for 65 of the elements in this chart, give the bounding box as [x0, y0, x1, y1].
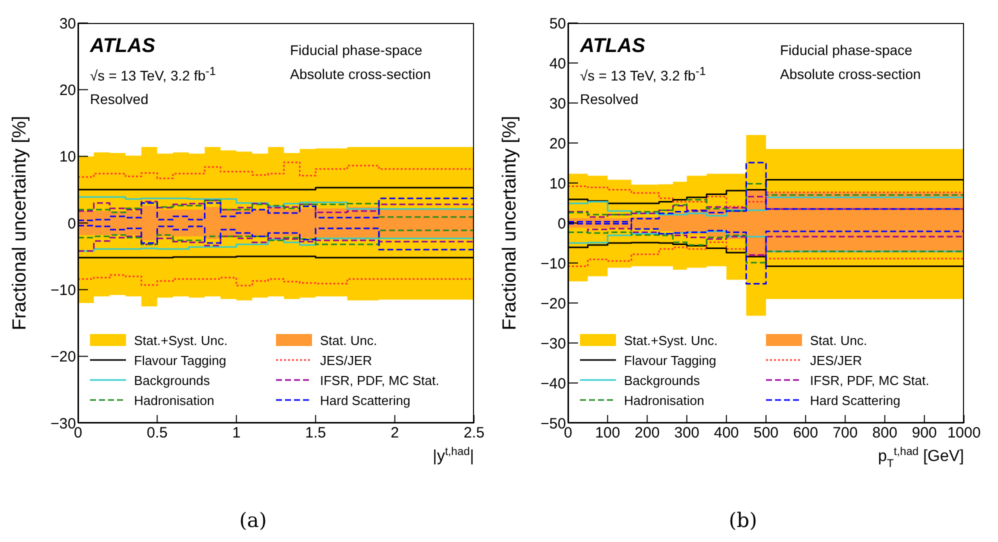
y-tick-label: −20 [50, 348, 76, 366]
x-tick-label: 300 [674, 424, 700, 442]
x-tick-label: 700 [832, 424, 858, 442]
text: (a) [238, 508, 268, 532]
y-tick-label: 30 [549, 95, 566, 112]
x-tick-label: 1000 [947, 424, 981, 442]
y-tick-label: 10 [59, 148, 76, 166]
y-tick-label: 20 [59, 82, 76, 99]
y-tick-label: −50 [540, 415, 566, 432]
annotation: Absolute cross-section [780, 66, 921, 82]
y-tick-label: 50 [549, 15, 566, 32]
x-tick-label: 100 [595, 424, 620, 442]
annotation: √s = 13 TeV, 3.2 fb$^{-1}$ [90, 65, 216, 84]
y-axis-title: Fractional uncertainty [%] [10, 116, 30, 330]
legend-label: Hard Scattering [320, 392, 410, 408]
annotation: Fiducial phase-space [780, 42, 912, 58]
legend-label: JES/JER [320, 352, 372, 368]
legend-label: Stat.+Syst. Unc. [134, 332, 228, 348]
y-tick-label: 10 [549, 175, 566, 192]
y-tick-label: 20 [549, 135, 566, 152]
x-axis-title: p$_{T}$$^{t,had}$ [GeV] [878, 446, 964, 470]
x-tick-label: 800 [872, 424, 898, 442]
x-tick-label: 900 [912, 424, 937, 442]
y-tick-label: −40 [540, 375, 566, 392]
annotation: Fiducial phase-space [290, 42, 422, 58]
y-tick-label: 0 [558, 215, 566, 232]
y-tick-label: −20 [540, 295, 566, 312]
x-tick-label: 2 [390, 424, 399, 442]
y-tick-label: 40 [549, 55, 566, 72]
x-tick-label: 600 [793, 424, 818, 442]
y-axis-title: Fractional uncertainty [%] [500, 116, 520, 330]
annotation: ATLAS [580, 35, 646, 58]
legend-label: Flavour Tagging [134, 352, 226, 368]
y-tick-label: −10 [540, 255, 566, 272]
y-tick-label: 0 [68, 215, 76, 232]
y-tick-label: −10 [50, 282, 76, 299]
legend-label: Stat. Unc. [810, 332, 868, 348]
x-tick-label: 200 [634, 424, 660, 442]
legend-label: Hadronisation [134, 392, 214, 408]
legend-label: IFSR, PDF, MC Stat. [320, 372, 440, 388]
legend-label: Flavour Tagging [624, 352, 716, 368]
annotation: Resolved [90, 91, 148, 107]
legend-label: IFSR, PDF, MC Stat. [810, 372, 930, 388]
legend-label: Backgrounds [134, 372, 210, 388]
x-axis-title: |y$^{t,had}$| [432, 446, 474, 465]
x-tick-label: 400 [714, 424, 739, 442]
y-tick-label: −30 [50, 415, 76, 432]
x-tick-label: 2.5 [464, 424, 484, 442]
y-tick-label: −30 [540, 335, 566, 352]
legend-label: Hadronisation [624, 392, 704, 408]
x-tick-label: 1.5 [305, 424, 326, 442]
x-tick-label: 0.5 [146, 424, 168, 442]
annotation: Absolute cross-section [290, 66, 431, 82]
legend-label: Backgrounds [624, 372, 700, 388]
legend-label: Hard Scattering [810, 392, 900, 408]
annotation: √s = 13 TeV, 3.2 fb$^{-1}$ [580, 65, 706, 84]
legend-label: JES/JER [810, 352, 862, 368]
legend-label: Stat.+Syst. Unc. [624, 332, 718, 348]
x-tick-label: 1 [232, 424, 241, 442]
y-tick-label: 30 [59, 15, 76, 32]
x-tick-label: 500 [753, 424, 779, 442]
text: (b) [728, 508, 758, 532]
legend-label: Stat. Unc. [320, 332, 378, 348]
annotation: ATLAS [90, 35, 156, 58]
annotation: Resolved [580, 91, 638, 107]
